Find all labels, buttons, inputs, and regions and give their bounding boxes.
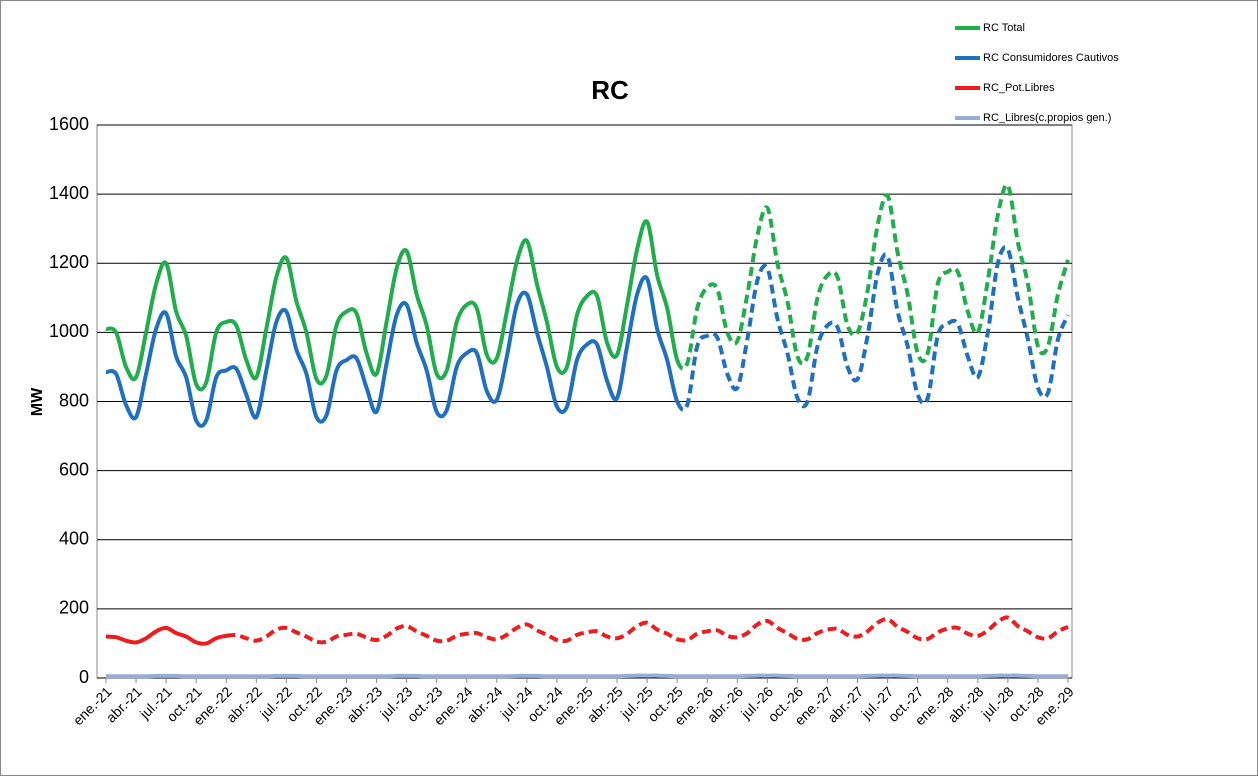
y-tick-label: 1600 — [49, 114, 89, 134]
y-tick-label: 1200 — [49, 252, 89, 272]
series-line — [105, 245, 1070, 428]
series-line — [106, 673, 1068, 679]
y-tick-label: 800 — [59, 390, 89, 410]
y-axis-label: MW — [29, 387, 46, 416]
y-tick-label: 600 — [59, 459, 89, 479]
legend-label: RC Total — [983, 22, 1025, 34]
y-tick-label: 400 — [59, 529, 89, 549]
chart-title: RC — [591, 75, 629, 105]
y-tick-label: 0 — [79, 667, 89, 687]
legend-label: RC Consumidores Cautivos — [983, 52, 1119, 64]
series-line — [105, 182, 1070, 392]
y-tick-label: 1000 — [49, 321, 89, 341]
legend-label: RC_Libres(c.propios gen.) — [983, 112, 1111, 124]
series-line — [105, 615, 1069, 646]
legend-label: RC_Pot.Libres — [983, 82, 1055, 94]
y-tick-label: 200 — [59, 598, 89, 618]
y-tick-label: 1400 — [49, 183, 89, 203]
